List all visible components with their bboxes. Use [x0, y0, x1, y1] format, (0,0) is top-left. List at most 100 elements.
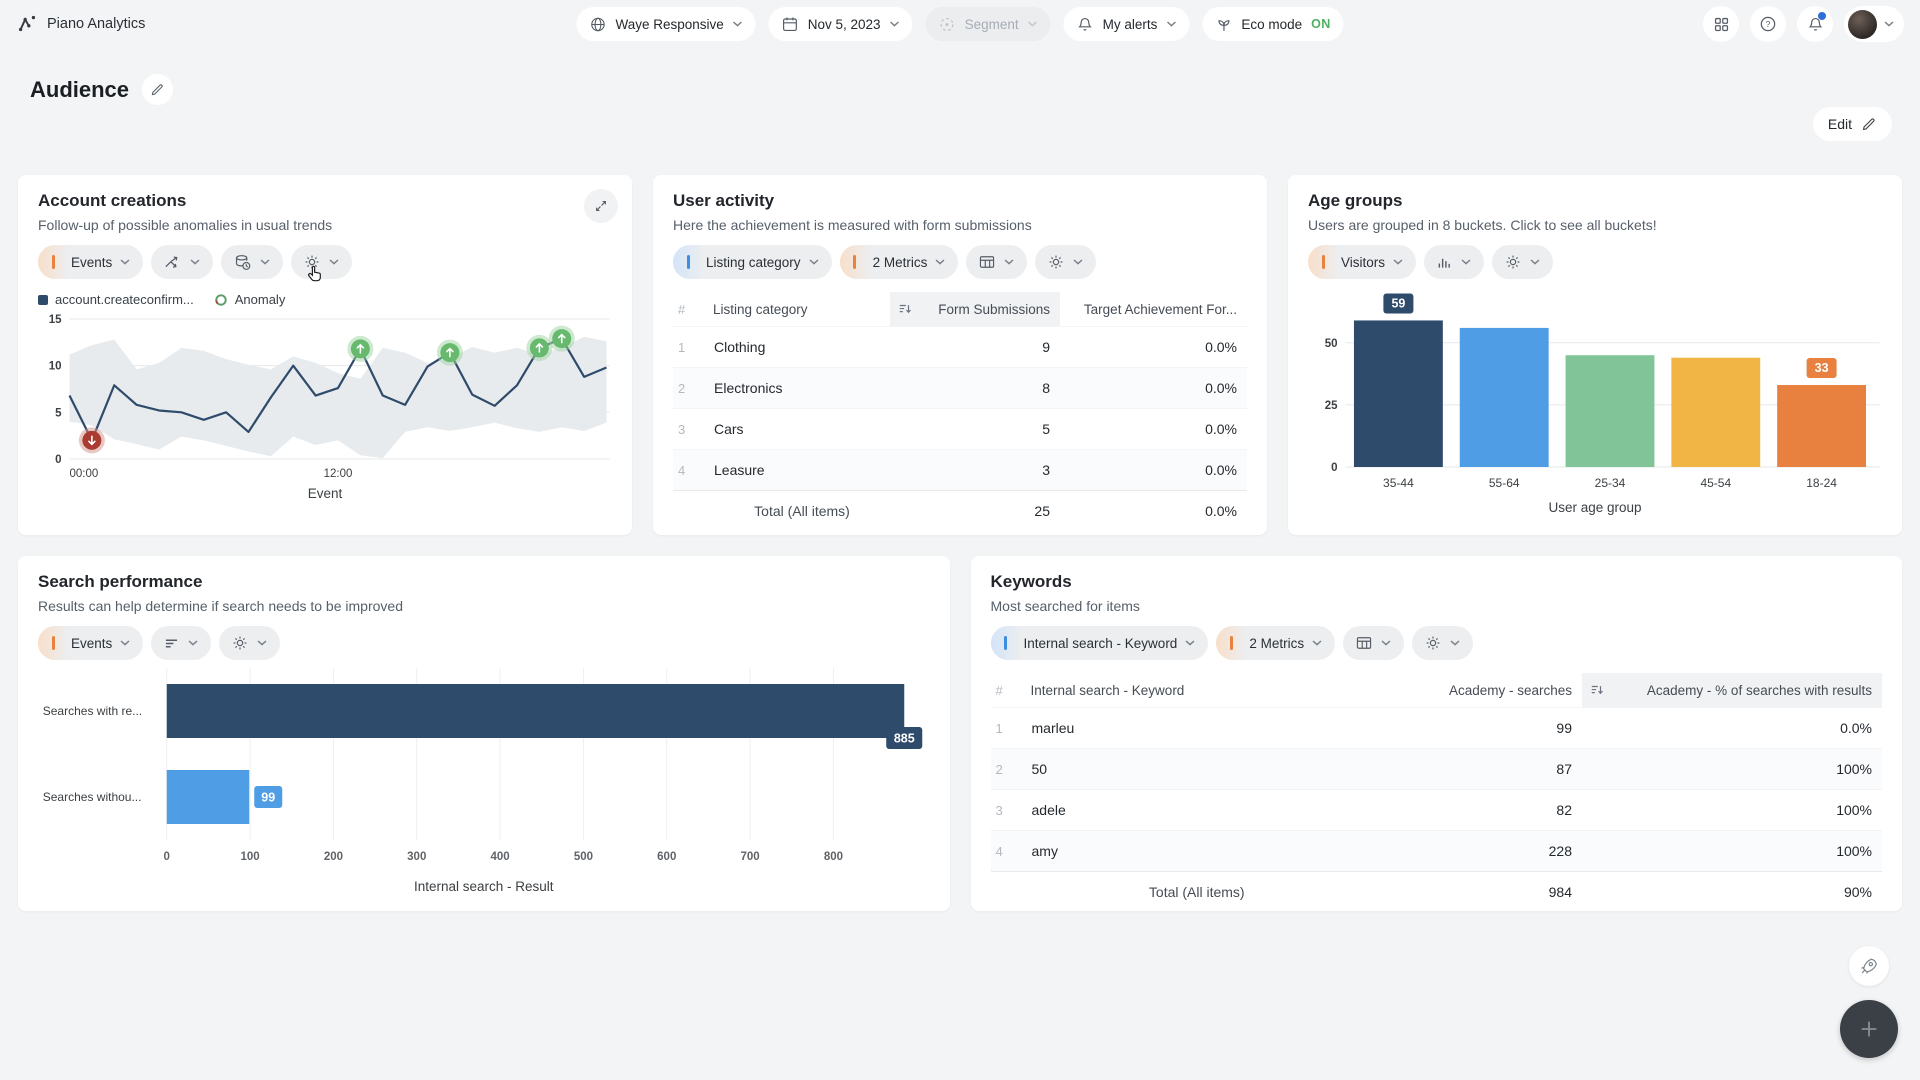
bar-18-24[interactable]: [1777, 385, 1867, 467]
metric-accent: [38, 626, 68, 660]
my-alerts[interactable]: My alerts: [1063, 7, 1190, 41]
bar-Searches with re...[interactable]: [166, 684, 905, 738]
anomaly-marker-up[interactable]: [436, 339, 463, 366]
metrics-pill-label: 2 Metrics: [1249, 635, 1305, 651]
svg-text:35-44: 35-44: [1383, 476, 1414, 490]
expand-widget-button[interactable]: [584, 189, 618, 223]
metric1-value: 99: [1556, 720, 1572, 736]
table-row[interactable]: 3 adele 82 100%: [990, 789, 1882, 830]
plant-icon: [1215, 16, 1232, 33]
quick-actions-button[interactable]: [1849, 946, 1889, 986]
column-header-dimension[interactable]: Internal search - Keyword: [1030, 682, 1185, 698]
table-row[interactable]: 1 marleu 99 0.0%: [990, 707, 1882, 748]
age-groups-chart: 0 25 50 35-44 55-64 25-34 45-54 18-24 59 33: [1308, 283, 1882, 495]
display-type-pill[interactable]: [966, 245, 1028, 279]
add-widget-fab[interactable]: [1840, 1000, 1898, 1058]
table-row[interactable]: 4 Leasure 3 0.0%: [673, 449, 1247, 490]
anomaly-settings-pill[interactable]: [151, 245, 214, 279]
dimension-pill[interactable]: Internal search - Keyword: [990, 626, 1209, 660]
account-menu[interactable]: [1844, 6, 1904, 42]
segment-selector[interactable]: Segment: [925, 7, 1051, 41]
column-header-metric1[interactable]: Academy - searches: [1448, 682, 1572, 698]
metric-pill-events[interactable]: Events: [38, 245, 144, 279]
bar-35-44[interactable]: [1353, 320, 1443, 467]
chevron-down-icon: [1185, 640, 1195, 646]
table-row[interactable]: 3 Cars 5 0.0%: [673, 408, 1247, 449]
anomaly-marker-down[interactable]: [78, 427, 105, 454]
column-header-metric2-sorted[interactable]: Academy - % of searches with results: [1582, 673, 1882, 707]
display-type-pill[interactable]: [151, 626, 212, 660]
help-icon: ?: [1759, 15, 1777, 33]
row-index: 2: [995, 761, 1003, 777]
table-row[interactable]: 4 amy 228 100%: [990, 830, 1882, 871]
widget-settings-pill[interactable]: [219, 626, 281, 660]
bar-value-badge: [254, 786, 283, 808]
dimension-pill-label: Listing category: [706, 254, 801, 270]
bar-55-64[interactable]: [1459, 327, 1549, 467]
metric1-value: 9: [1042, 339, 1050, 355]
pencil-icon: [150, 82, 165, 97]
dimension-value: Cars: [714, 421, 744, 437]
data-history-pill[interactable]: [221, 245, 284, 279]
apps-grid-button[interactable]: [1703, 6, 1739, 42]
notifications-button[interactable]: [1797, 6, 1833, 42]
svg-text:Searches withou...: Searches withou...: [43, 790, 142, 804]
column-header-dimension[interactable]: Listing category: [713, 301, 808, 317]
widget-settings-pill[interactable]: [1492, 245, 1554, 279]
legend-series[interactable]: account.createconfirm...: [38, 292, 194, 307]
widget-settings-pill[interactable]: [1035, 245, 1097, 279]
brand[interactable]: Piano Analytics: [16, 13, 145, 35]
column-header-index[interactable]: #: [995, 682, 1003, 698]
chevron-down-icon: [188, 640, 198, 646]
bar-25-34[interactable]: [1565, 355, 1655, 467]
widget-settings-pill[interactable]: [1412, 626, 1474, 660]
total-metric2: 90%: [1843, 884, 1872, 900]
anomaly-marker-up[interactable]: [526, 334, 553, 361]
svg-text:99: 99: [261, 791, 275, 805]
display-type-pill[interactable]: [1343, 626, 1405, 660]
anomaly-marker-up[interactable]: [347, 335, 374, 362]
chevron-down-icon: [1381, 640, 1391, 646]
svg-text:0: 0: [1331, 462, 1337, 474]
dimension-value: Clothing: [714, 339, 766, 355]
widget-age-groups: Age groups Users are grouped in 8 bucket…: [1288, 175, 1902, 535]
column-header-metric1-sorted[interactable]: Form Submissions: [890, 292, 1060, 326]
dimension-pill[interactable]: Listing category: [673, 245, 832, 279]
widget-settings-pill[interactable]: [291, 245, 353, 279]
help-button[interactable]: ?: [1750, 6, 1786, 42]
svg-text:33: 33: [1815, 361, 1829, 375]
anomaly-marker-up[interactable]: [548, 325, 575, 352]
table-row[interactable]: 2 50 87 100%: [990, 748, 1882, 789]
rename-dashboard-button[interactable]: [142, 74, 174, 105]
topbar: Piano Analytics Waye Responsive Nov 5, 2…: [0, 0, 1920, 48]
svg-text:18-24: 18-24: [1806, 476, 1837, 490]
date-picker[interactable]: Nov 5, 2023: [768, 7, 913, 41]
metric-pill-events[interactable]: Events: [38, 626, 144, 660]
metric2-value: 100%: [1836, 843, 1872, 859]
metric-pill-visitors[interactable]: Visitors: [1308, 245, 1417, 279]
svg-text:15: 15: [49, 314, 62, 326]
eco-mode-toggle[interactable]: Eco mode ON: [1202, 7, 1344, 41]
site-selector[interactable]: Waye Responsive: [576, 7, 756, 41]
bell-icon: [1807, 16, 1824, 33]
column-header-metric1-label: Form Submissions: [938, 301, 1050, 317]
display-type-pill[interactable]: [1424, 245, 1485, 279]
chevron-down-icon: [260, 259, 270, 265]
bar-45-54[interactable]: [1671, 357, 1761, 467]
date-picker-label: Nov 5, 2023: [807, 16, 881, 32]
edit-button-label: Edit: [1827, 116, 1852, 132]
edit-dashboard-button[interactable]: Edit: [1812, 107, 1892, 141]
legend-anomaly[interactable]: Anomaly: [214, 292, 285, 307]
bell-icon: [1077, 16, 1094, 33]
table-row[interactable]: 1 Clothing 9 0.0%: [673, 326, 1247, 367]
column-header-metric2[interactable]: Target Achievement For...: [1083, 301, 1237, 317]
column-header-index[interactable]: #: [678, 301, 686, 317]
metrics-pill[interactable]: 2 Metrics: [1216, 626, 1336, 660]
metrics-accent: [839, 245, 870, 279]
metrics-pill[interactable]: 2 Metrics: [839, 245, 959, 279]
series-color-swatch: [38, 294, 48, 305]
plus-icon: [1858, 1018, 1880, 1040]
table-row[interactable]: 2 Electronics 8 0.0%: [673, 367, 1247, 408]
widget-search-performance: Search performance Results can help dete…: [18, 556, 950, 911]
bar-Searches withou...[interactable]: [166, 770, 250, 824]
